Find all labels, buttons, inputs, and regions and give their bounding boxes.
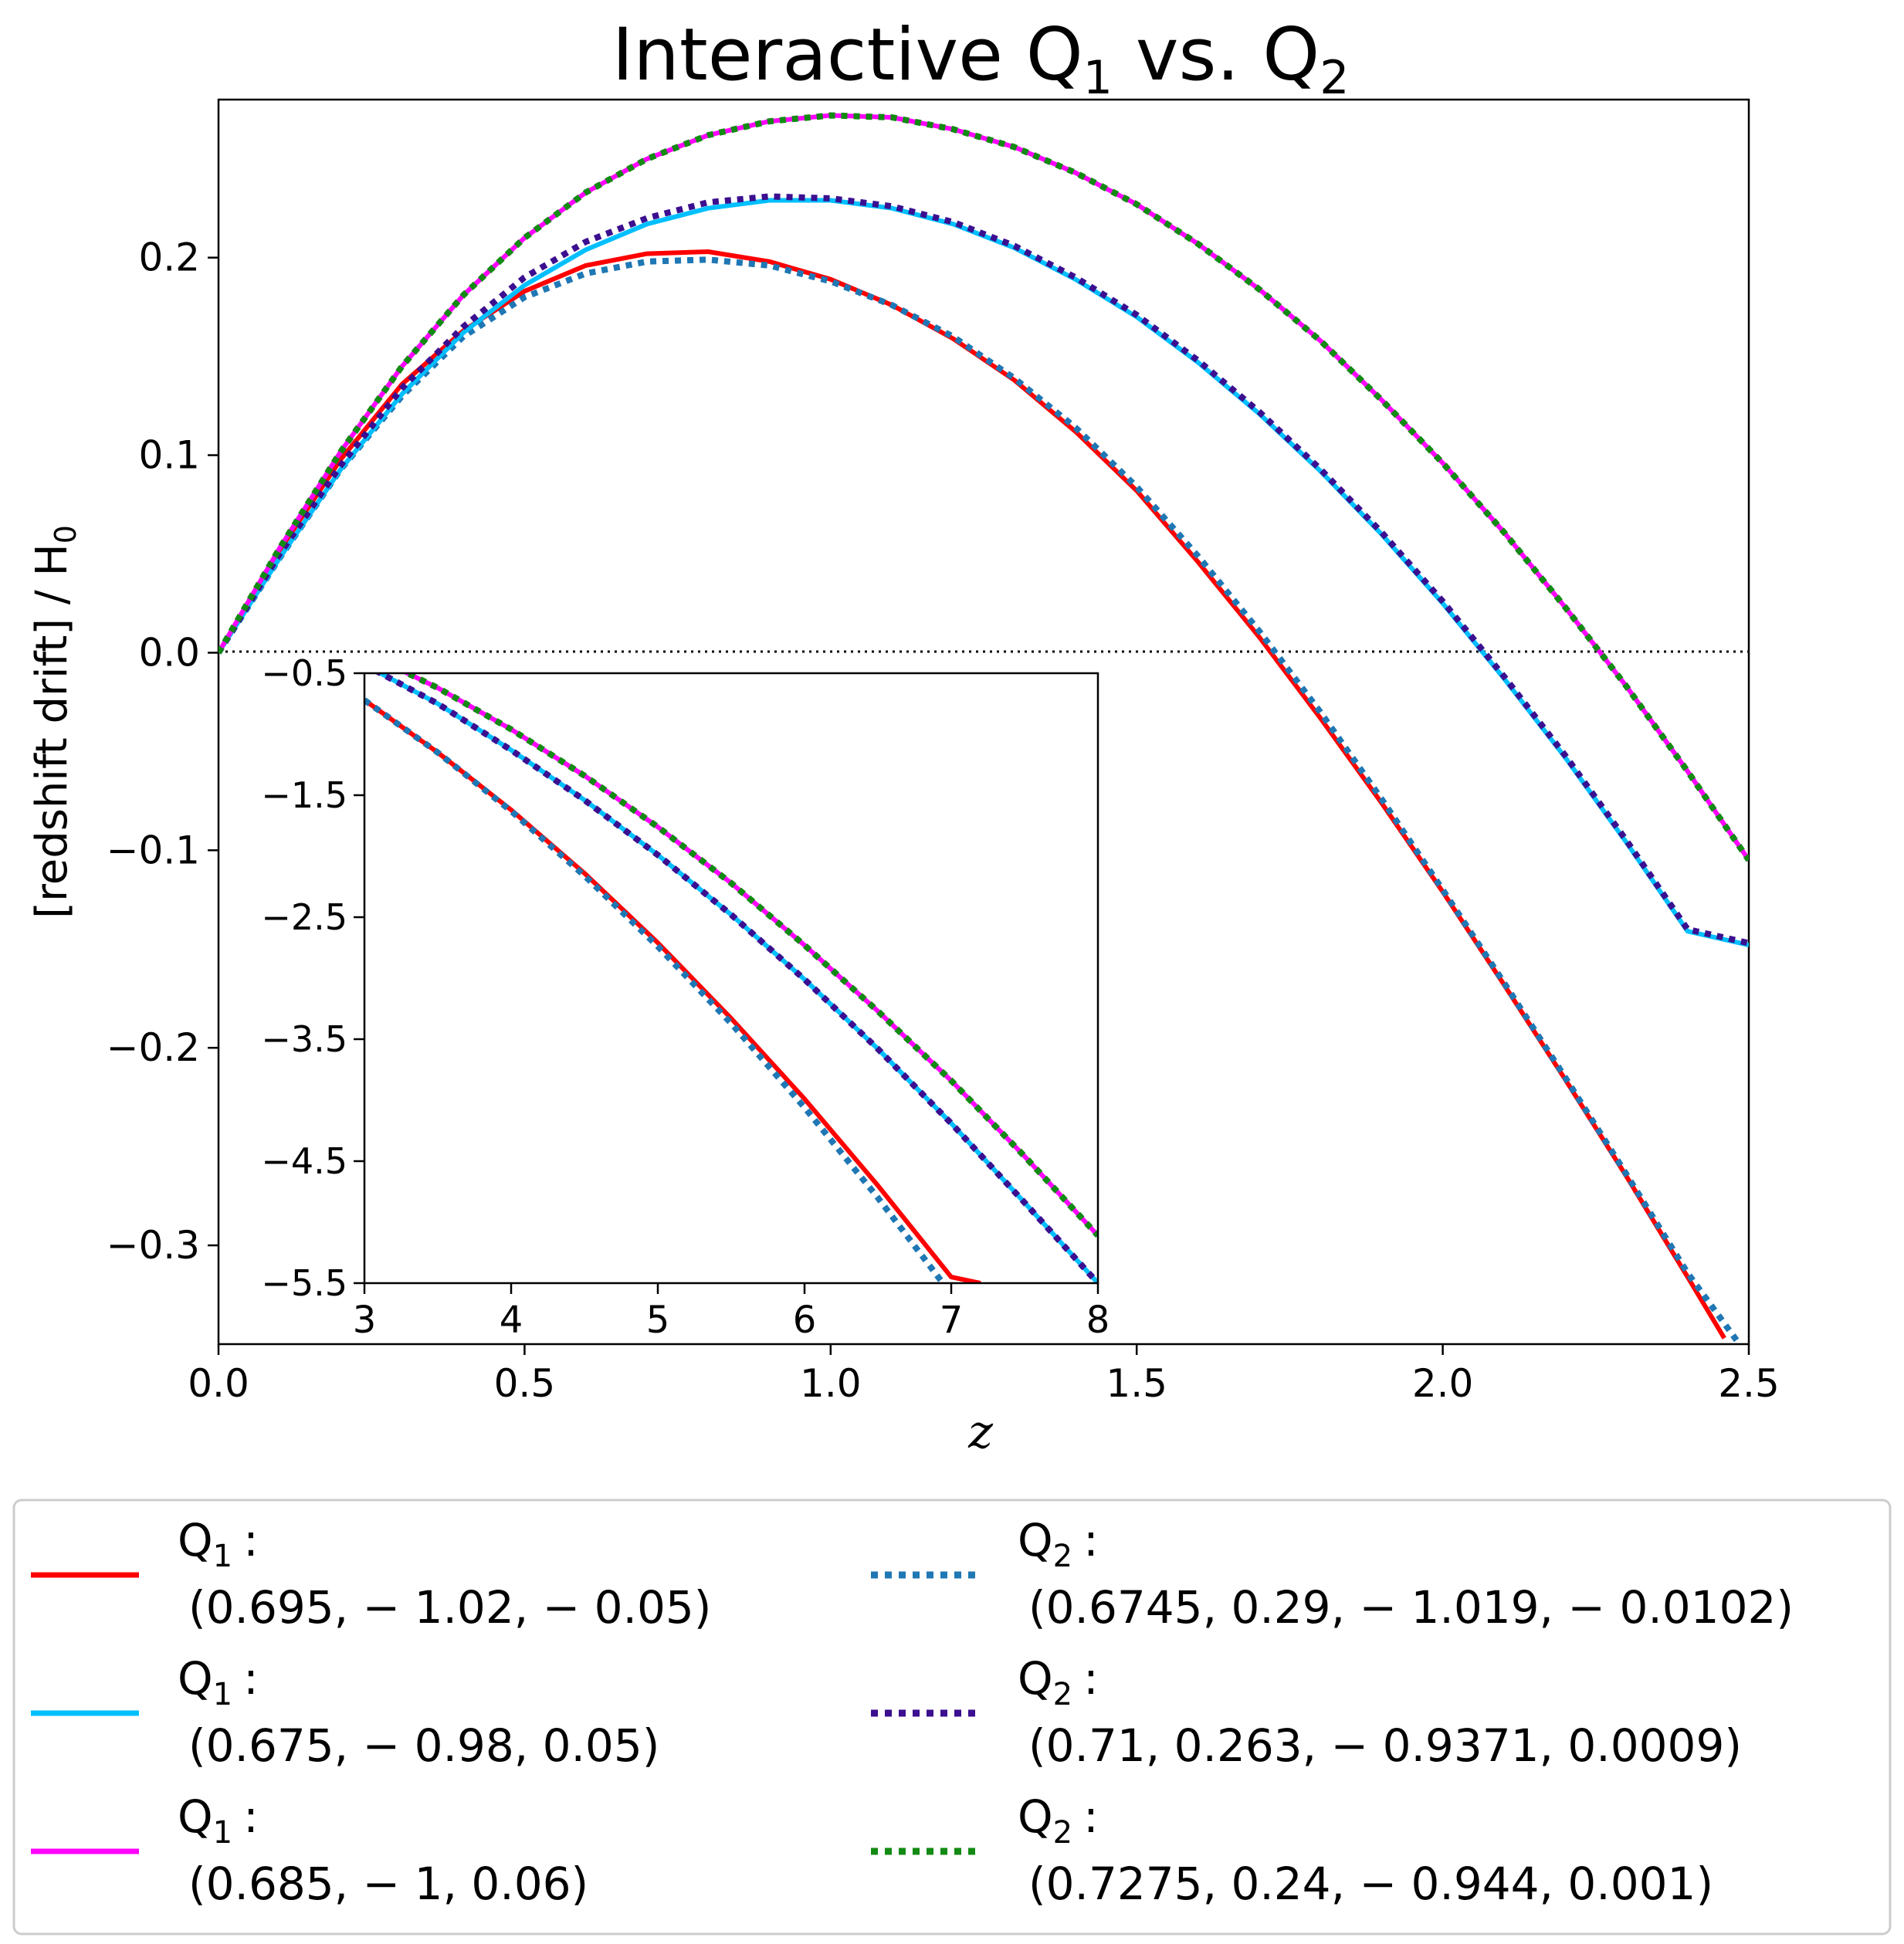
inset-series-line-5 — [374, 673, 1098, 1283]
legend-symbol: Q1: — [178, 1652, 259, 1712]
legend-symbol: Q2: — [1018, 1652, 1099, 1712]
inset-y-tick-label: −2.5 — [261, 896, 347, 938]
inset-frame — [363, 672, 1099, 1285]
legend-entry: Q2: (0.6745, 0.29, − 1.019, − 0.0102) — [871, 1514, 1794, 1634]
x-axis-ticks: 0.0 0.5 1.0 1.5 2.0 2.5 — [188, 1344, 1780, 1406]
x-tick-label: 0.5 — [494, 1361, 556, 1406]
inset-y-tick-label: −0.5 — [261, 652, 347, 694]
x-tick-label: 2.5 — [1718, 1361, 1780, 1406]
main-plot-frame — [217, 98, 1750, 1346]
legend-params: (0.675, − 0.98, 0.05) — [188, 1719, 659, 1772]
inset-series-line-4 — [364, 697, 947, 1283]
legend-frame — [12, 1499, 1892, 1936]
y-axis-ticks: 0.2 0.1 0.0 −0.1 −0.2 −0.3 — [107, 235, 219, 1268]
legend-entries: Q1: (0.695, − 1.02, − 0.05) Q1: (0.675, − 0… — [31, 1514, 1794, 1910]
inset-series-line-6 — [400, 673, 1098, 1238]
y-tick-label: −0.1 — [107, 828, 200, 872]
inset-y-axis-ticks: −0.5 −1.5 −2.5 −3.5 −4.5 −5.5 — [261, 652, 364, 1304]
y-tick-label: 0.0 — [138, 630, 200, 675]
legend-params: (0.71, 0.263, − 0.9371, 0.0009) — [1028, 1719, 1742, 1772]
inset-background — [364, 673, 1098, 1283]
inset-y-tick-label: −3.5 — [261, 1018, 347, 1060]
main-series-group — [219, 112, 1749, 1343]
legend-entry: Q1: (0.685, − 1, 0.06) — [31, 1790, 588, 1910]
series-line-5 — [219, 193, 1749, 947]
legend: Q1: (0.695, − 1.02, − 0.05) Q1: (0.675, − 0… — [12, 1499, 1892, 1936]
x-tick-label: 1.0 — [800, 1361, 862, 1406]
y-tick-label: −0.3 — [107, 1223, 200, 1268]
chart-title: Interactive Q1 vs. Q2 — [612, 13, 1350, 105]
x-tick-label: 0.0 — [188, 1361, 249, 1406]
series-line-4 — [219, 256, 1740, 1343]
inset-x-tick-label: 5 — [646, 1299, 670, 1342]
inset-x-axis-ticks: 3 4 5 6 7 8 — [353, 1283, 1110, 1342]
main-plot: 0.0 0.5 1.0 1.5 2.0 2.5 0.2 0.1 0.0 −0.1 −0.2 −0.3 — [107, 98, 1780, 1406]
legend-entry: Q2: (0.71, 0.263, − 0.9371, 0.0009) — [871, 1652, 1742, 1772]
x-axis-label: z — [967, 1405, 993, 1459]
legend-entry: Q1: (0.675, − 0.98, 0.05) — [31, 1652, 659, 1772]
y-tick-label: 0.1 — [138, 433, 200, 478]
legend-params: (0.695, − 1.02, − 0.05) — [188, 1581, 711, 1634]
inset-x-tick-label: 4 — [500, 1299, 523, 1342]
legend-symbol: Q1: — [178, 1790, 259, 1851]
legend-params: (0.6745, 0.29, − 1.019, − 0.0102) — [1028, 1581, 1794, 1634]
y-tick-label: 0.2 — [138, 235, 200, 280]
series-line-6 — [219, 112, 1749, 862]
legend-symbol: Q2: — [1018, 1514, 1099, 1574]
legend-symbol: Q1: — [178, 1514, 259, 1574]
inset-x-tick-label: 8 — [1086, 1299, 1110, 1342]
inset-x-tick-label: 6 — [793, 1299, 817, 1342]
inset-x-tick-label: 7 — [940, 1299, 964, 1342]
inset-plot: 3 4 5 6 7 8 −0.5 −1.5 −2.5 −3.5 −4.5 −5.5 — [261, 652, 1110, 1342]
inset-x-tick-label: 3 — [353, 1299, 377, 1342]
x-tick-label: 2.0 — [1412, 1361, 1474, 1406]
legend-entry: Q1: (0.695, − 1.02, − 0.05) — [31, 1514, 711, 1634]
inset-y-tick-label: −1.5 — [261, 774, 347, 816]
inset-y-tick-label: −4.5 — [261, 1140, 347, 1182]
y-tick-label: −0.2 — [107, 1025, 200, 1070]
legend-params: (0.685, − 1, 0.06) — [188, 1858, 588, 1910]
legend-entry: Q2: (0.7275, 0.24, − 0.944, 0.001) — [871, 1790, 1713, 1910]
x-tick-label: 1.5 — [1106, 1361, 1167, 1406]
legend-params: (0.7275, 0.24, − 0.944, 0.001) — [1028, 1858, 1713, 1910]
inset-y-tick-label: −5.5 — [261, 1262, 347, 1304]
y-axis-label: [redshift drift] / H0 — [27, 525, 83, 919]
legend-symbol: Q2: — [1018, 1790, 1099, 1851]
inset-series-group — [364, 673, 1098, 1283]
